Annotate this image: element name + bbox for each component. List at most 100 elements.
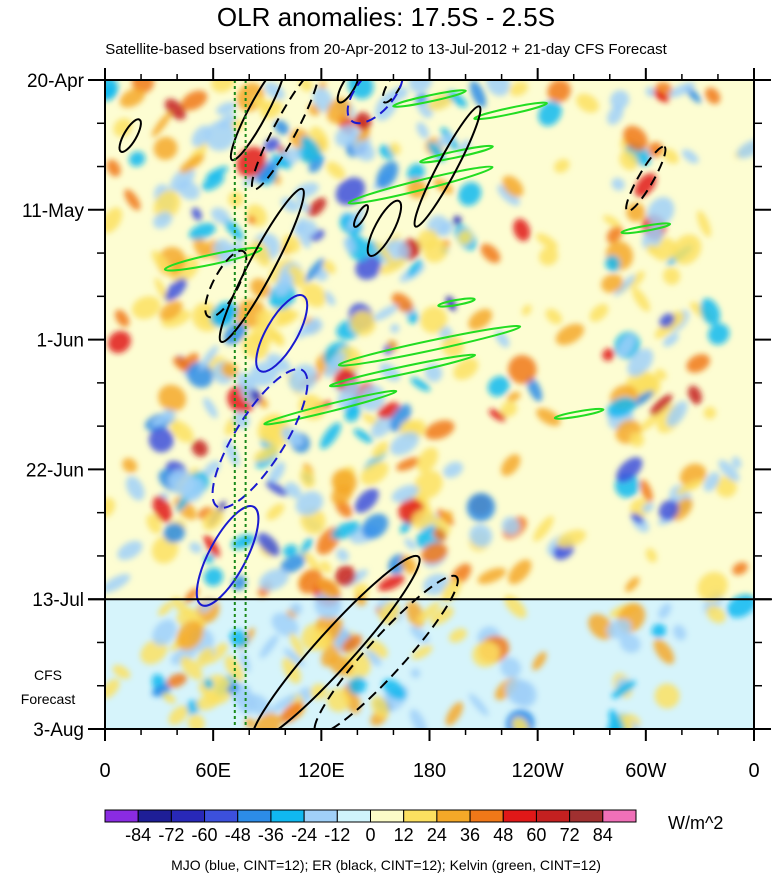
anomaly-blob [477,567,506,584]
anomaly-blob [242,173,260,187]
anomaly-blob [231,534,254,550]
anomaly-blob [280,197,300,213]
er-contour [229,80,287,162]
anomaly-blob [500,401,518,417]
anomaly-blob [589,303,609,322]
anomaly-blob [360,461,389,485]
anomaly-blob [297,197,310,213]
anomaly-blob [181,90,208,111]
anomaly-blob [607,105,624,125]
anomaly-blob [658,499,679,521]
anomaly-blob [654,369,667,381]
colorbar-swatch [602,809,637,823]
anomaly-blob [320,422,341,449]
anomaly-blob [421,542,448,564]
anomaly-blob [697,571,728,602]
anomaly-blob [335,124,359,148]
anomaly-blob [314,591,342,619]
anomaly-blob [259,568,289,591]
anomaly-blob [389,404,412,432]
anomaly-blob [289,632,305,660]
anomaly-blob [638,412,662,433]
anomaly-blob [646,244,659,256]
anomaly-blob [707,323,730,345]
anomaly-blob [266,503,285,521]
anomaly-blob [715,476,737,498]
wave-contours [118,80,672,729]
anomaly-blob [486,80,510,97]
anomaly-blob [105,497,116,518]
anomaly-blob [487,376,510,397]
anomaly-blob [407,163,425,182]
anomaly-blob [131,80,155,94]
anomaly-blob [216,102,237,115]
anomaly-blob [151,111,172,138]
anomaly-blob [413,470,443,499]
anomaly-blob [158,601,174,617]
chart-title: OLR anomalies: 17.5S - 2.5S [216,2,556,32]
y-tick-label: 22-Jun [26,460,84,481]
er-contour [204,249,248,319]
anomaly-blob [202,509,224,531]
colorbar-label: -24 [291,825,317,845]
anomaly-blob [236,692,258,714]
anomaly-blob [648,142,664,158]
anomaly-blob [307,197,327,217]
anomaly-blob [153,189,181,220]
anomaly-blob [374,241,394,264]
anomaly-blob [703,406,717,420]
anomaly-blob [300,537,313,555]
colorbar-label: -12 [324,825,350,845]
anomaly-blob [410,377,431,392]
anomaly-blob [500,657,522,679]
anomaly-blob [547,80,571,103]
anomaly-blob [607,397,636,418]
colorbar-label: 12 [394,825,414,845]
anomaly-blob [675,478,704,495]
anomaly-blob [439,220,454,237]
anomaly-blob [512,717,529,729]
anomaly-blob [344,405,362,422]
anomaly-blob [458,182,482,206]
anomaly-blob [265,481,288,496]
anomaly-blob [326,97,351,124]
anomaly-blob [504,595,527,619]
forecast-label-cfs: CFS [34,667,62,683]
anomaly-blob [672,234,702,265]
anomaly-blob [191,439,208,457]
anomaly-blob [469,80,487,108]
anomaly-blob [390,323,400,333]
anomaly-blob [164,98,186,120]
colorbar-swatch [469,809,504,823]
anomaly-blob [267,461,286,485]
anomaly-blob [218,242,244,265]
anomaly-blob [407,312,419,324]
anomaly-blob [391,484,419,503]
y-tick-label: 13-Jul [32,590,84,611]
anomaly-blob [256,309,274,327]
anomaly-blob [203,397,218,419]
anomaly-blob [424,420,455,440]
anomaly-blob [445,701,464,726]
anomaly-blob [576,93,599,113]
anomaly-blob [502,175,524,198]
anomaly-blob [259,99,283,119]
anomaly-blob [337,380,360,410]
anomaly-blob [668,82,696,98]
anomaly-blob [256,159,280,184]
anomaly-blob [619,633,641,653]
anomaly-blob [146,513,162,534]
anomaly-blob [416,447,439,473]
anomaly-blob [331,469,357,495]
anomaly-blob [379,258,406,275]
anomaly-blob [526,376,543,402]
anomaly-blob [288,364,318,393]
anomaly-blob [416,601,441,624]
anomaly-blob [653,90,670,103]
anomaly-blob [280,701,304,723]
anomaly-blob [411,645,433,660]
anomaly-blob [616,457,643,483]
anomaly-blob [634,173,657,198]
anomaly-blob [311,629,332,651]
anomaly-blob [322,260,336,274]
